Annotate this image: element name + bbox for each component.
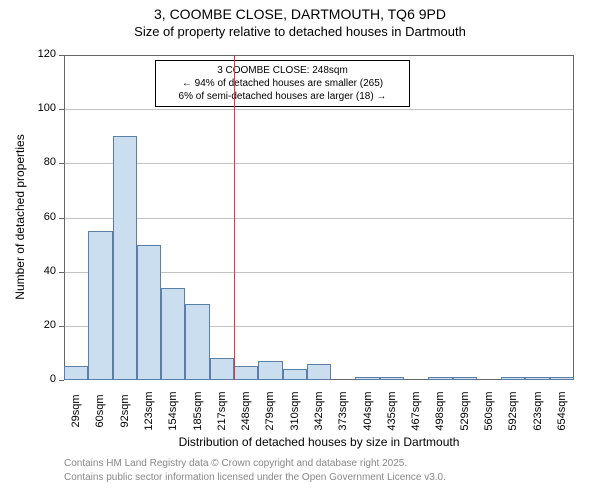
reference-line — [234, 55, 235, 380]
x-tick-label: 279sqm — [264, 386, 276, 436]
y-tick — [59, 272, 64, 273]
page-title: 3, COOMBE CLOSE, DARTMOUTH, TQ6 9PD — [0, 6, 600, 22]
histogram-bar — [137, 245, 161, 380]
x-tick-label: 60sqm — [94, 386, 106, 436]
histogram-bar — [258, 361, 282, 380]
x-tick-label: 123sqm — [143, 386, 155, 436]
y-tick-label: 0 — [26, 373, 56, 385]
histogram-bar — [113, 136, 137, 380]
grid-line — [64, 218, 574, 219]
histogram-bar — [307, 364, 331, 380]
histogram-bar — [501, 377, 525, 380]
footer-line-2: Contains public sector information licen… — [64, 472, 446, 483]
annotation-line-1: 3 COOMBE CLOSE: 248sqm — [162, 64, 403, 77]
x-axis-label: Distribution of detached houses by size … — [64, 435, 574, 449]
annotation-line-2: ← 94% of detached houses are smaller (26… — [162, 77, 403, 90]
y-tick — [59, 163, 64, 164]
y-tick-label: 120 — [26, 48, 56, 60]
y-tick-label: 100 — [26, 102, 56, 114]
x-tick-label: 29sqm — [70, 386, 82, 436]
x-tick-label: 498sqm — [434, 386, 446, 436]
x-tick-label: 592sqm — [507, 386, 519, 436]
histogram-bar — [283, 369, 307, 380]
x-tick-label: 467sqm — [410, 386, 422, 436]
y-tick-label: 20 — [26, 319, 56, 331]
y-tick-label: 40 — [26, 265, 56, 277]
x-tick-label: 154sqm — [167, 386, 179, 436]
x-tick-label: 342sqm — [313, 386, 325, 436]
x-tick-label: 529sqm — [459, 386, 471, 436]
annotation-line-3: 6% of semi-detached houses are larger (1… — [162, 90, 403, 103]
x-tick-label: 404sqm — [362, 386, 374, 436]
grid-line — [64, 163, 574, 164]
y-tick — [59, 380, 64, 381]
histogram-bar — [88, 231, 112, 380]
histogram-bar — [380, 377, 404, 380]
y-tick-label: 80 — [26, 156, 56, 168]
y-tick — [59, 326, 64, 327]
y-tick — [59, 55, 64, 56]
y-tick-label: 60 — [26, 211, 56, 223]
histogram-bar — [64, 366, 88, 380]
x-tick-label: 560sqm — [483, 386, 495, 436]
x-tick-label: 217sqm — [216, 386, 228, 436]
x-tick-label: 248sqm — [240, 386, 252, 436]
x-tick-label: 435sqm — [386, 386, 398, 436]
histogram-bar — [185, 304, 209, 380]
histogram-bar — [234, 366, 258, 380]
histogram-bar — [428, 377, 452, 380]
histogram-bar — [210, 358, 234, 380]
y-tick — [59, 218, 64, 219]
page-subtitle: Size of property relative to detached ho… — [0, 24, 600, 39]
footer-line-1: Contains HM Land Registry data © Crown c… — [64, 458, 407, 469]
x-tick-label: 310sqm — [289, 386, 301, 436]
histogram-bar — [525, 377, 549, 380]
x-tick-label: 92sqm — [119, 386, 131, 436]
chart-annotation: 3 COOMBE CLOSE: 248sqm ← 94% of detached… — [155, 60, 410, 107]
histogram-bar — [453, 377, 477, 380]
x-tick-label: 373sqm — [337, 386, 349, 436]
y-tick — [59, 109, 64, 110]
y-axis-label: Number of detached properties — [13, 117, 27, 317]
histogram-bar — [161, 288, 185, 380]
histogram-bar — [355, 377, 379, 380]
histogram-bar — [550, 377, 574, 380]
x-tick-label: 623sqm — [532, 386, 544, 436]
grid-line — [64, 109, 574, 110]
x-tick-label: 185sqm — [192, 386, 204, 436]
x-tick-label: 654sqm — [556, 386, 568, 436]
